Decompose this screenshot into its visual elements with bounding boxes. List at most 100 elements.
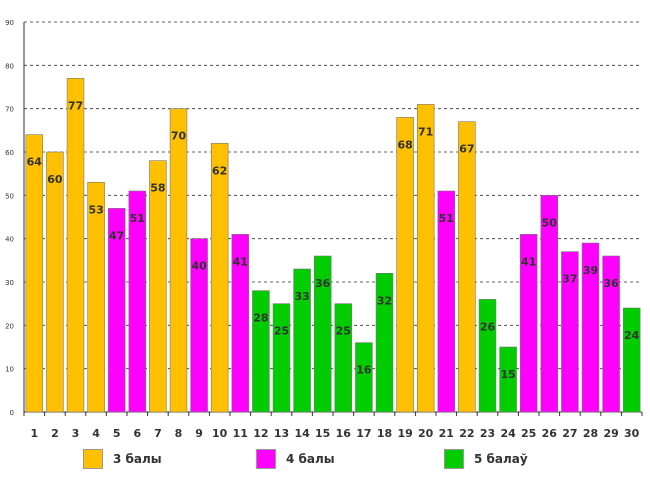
x-tick-label: 30 (624, 427, 640, 440)
data-label: 33 (294, 290, 309, 303)
y-tick-label: 30 (5, 279, 14, 287)
x-tick-label: 29 (603, 427, 618, 440)
bar (190, 238, 208, 413)
bar (210, 143, 229, 413)
x-tick-label: 24 (500, 427, 516, 440)
y-tick-label: 90 (5, 19, 14, 27)
bar (252, 290, 270, 413)
legend-swatch (83, 449, 103, 469)
x-tick-label: 19 (397, 427, 412, 440)
bar (458, 121, 476, 413)
legend-item: 4 балы (256, 447, 335, 471)
data-label: 37 (562, 273, 577, 286)
data-label: 68 (397, 138, 412, 151)
bar-chart: 0102030405060708090641602773534475516587… (5, 19, 643, 440)
bar (602, 255, 620, 413)
data-label: 60 (47, 173, 63, 186)
y-tick-label: 60 (5, 149, 14, 157)
data-label: 26 (480, 320, 496, 333)
legend-label: 3 балы (113, 452, 162, 466)
bar (231, 234, 250, 413)
bar (149, 160, 167, 413)
data-label: 51 (130, 212, 145, 225)
y-tick-label: 10 (5, 366, 14, 374)
bar (87, 182, 105, 413)
x-tick-label: 25 (521, 427, 536, 440)
data-label: 16 (356, 364, 372, 377)
data-label: 62 (212, 164, 227, 177)
data-label: 28 (253, 312, 268, 325)
bar (622, 307, 641, 413)
data-label: 15 (500, 368, 515, 381)
x-tick-label: 18 (377, 427, 392, 440)
bar (313, 255, 332, 413)
legend-label: 5 балаў (474, 452, 528, 466)
bar (169, 108, 188, 413)
legend-item: 3 балы (83, 447, 162, 471)
x-tick-label: 22 (459, 427, 474, 440)
bar (540, 195, 559, 413)
bar (437, 190, 456, 413)
bar (107, 208, 126, 413)
data-label: 47 (109, 229, 124, 242)
data-label: 71 (418, 125, 433, 138)
data-label: 24 (624, 329, 640, 342)
bar (46, 151, 64, 413)
data-label: 32 (377, 294, 392, 307)
bar (416, 104, 435, 413)
bar (375, 273, 394, 413)
x-tick-label: 11 (233, 427, 248, 440)
x-tick-label: 26 (542, 427, 558, 440)
data-label: 25 (274, 325, 289, 338)
y-tick-label: 50 (5, 192, 14, 200)
x-tick-label: 20 (418, 427, 434, 440)
x-tick-label: 8 (175, 427, 183, 440)
x-tick-label: 16 (336, 427, 352, 440)
y-tick-label: 40 (5, 236, 14, 244)
data-label: 53 (88, 203, 103, 216)
x-tick-label: 15 (315, 427, 330, 440)
data-label: 25 (336, 325, 351, 338)
bar (66, 78, 85, 413)
legend: 3 балы 4 балы 5 балаў (0, 447, 650, 475)
bar (581, 242, 600, 413)
legend-item: 5 балаў (444, 447, 528, 471)
x-tick-label: 23 (480, 427, 495, 440)
x-tick-label: 14 (294, 427, 310, 440)
data-label: 36 (603, 277, 619, 290)
data-label: 36 (315, 277, 331, 290)
x-tick-label: 10 (212, 427, 228, 440)
x-tick-label: 6 (133, 427, 141, 440)
data-label: 51 (439, 212, 454, 225)
x-tick-label: 9 (195, 427, 203, 440)
y-tick-label: 20 (5, 322, 14, 330)
bar (128, 190, 147, 413)
data-label: 70 (171, 130, 187, 143)
data-label: 67 (459, 143, 474, 156)
bar (478, 299, 497, 413)
data-label: 77 (68, 99, 83, 112)
bar (519, 234, 538, 413)
y-tick-label: 70 (5, 106, 14, 114)
x-tick-label: 5 (113, 427, 121, 440)
bar (561, 251, 579, 413)
bar (25, 134, 44, 413)
x-tick-label: 4 (92, 427, 100, 440)
x-tick-label: 17 (356, 427, 371, 440)
data-label: 50 (542, 216, 558, 229)
legend-label: 4 балы (286, 452, 335, 466)
x-tick-label: 21 (439, 427, 454, 440)
bar (355, 342, 373, 413)
bar (334, 303, 353, 413)
x-tick-label: 3 (72, 427, 80, 440)
data-label: 39 (583, 264, 598, 277)
x-tick-label: 1 (30, 427, 38, 440)
data-label: 64 (27, 156, 43, 169)
y-tick-label: 0 (10, 409, 14, 417)
bar (272, 303, 291, 413)
data-label: 40 (191, 260, 207, 273)
legend-swatch (256, 449, 276, 469)
bar (396, 117, 414, 413)
bar (499, 346, 517, 413)
bar (293, 268, 311, 413)
